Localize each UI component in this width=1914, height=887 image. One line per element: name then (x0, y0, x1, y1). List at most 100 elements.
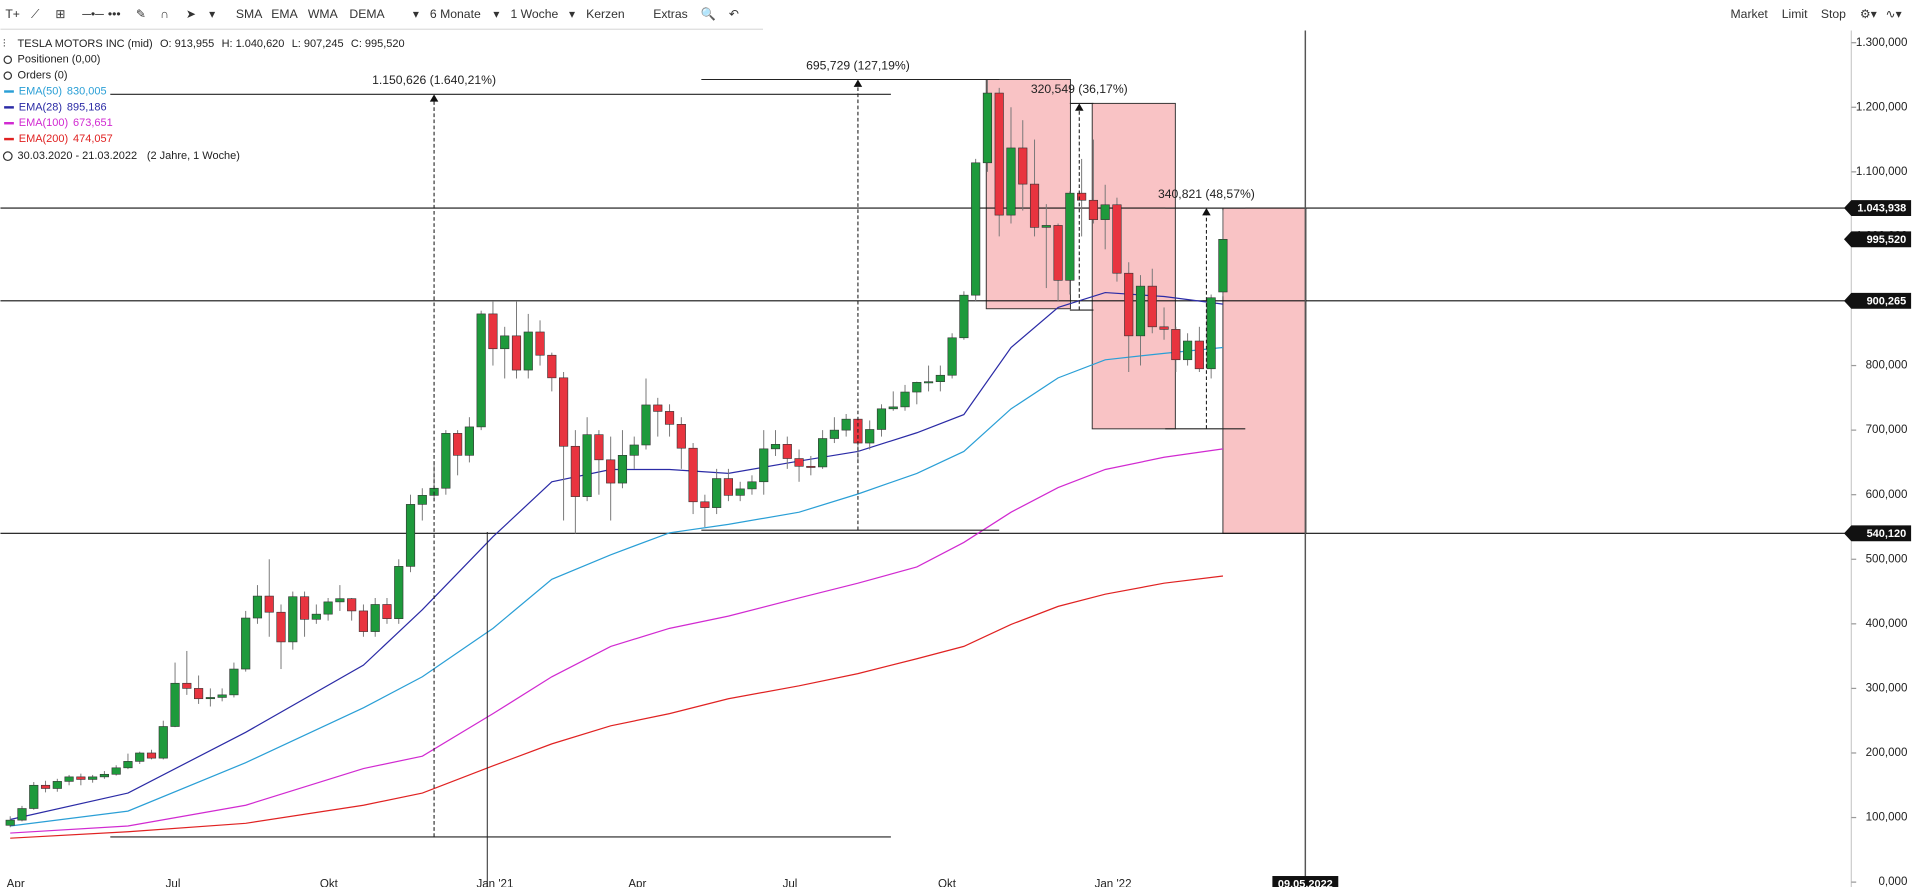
price-badge-label: 540,120 (1867, 528, 1907, 540)
range: 30.03.2020 - 21.03.2022 (18, 150, 138, 162)
candle-body (252, 595, 263, 619)
tool-icon[interactable]: T+ (5, 7, 20, 21)
dropdown[interactable]: ▾ (413, 7, 419, 21)
toolbar-button[interactable]: 1 Woche (510, 7, 558, 21)
candle-body (559, 377, 569, 447)
candle-body (441, 433, 451, 489)
x-tick-label: Jan '21 (476, 879, 513, 887)
ohlc-label: O: 913,955 (160, 38, 214, 50)
candle-body (994, 92, 1004, 216)
toolbar: T+ ⟋ ⊞ ─•─ ••• ✎ ∩ ➤ ▾ ▾ ▾ ▾ 🔍 ↶ ⚙▾ ∿▾ S… (0, 0, 1914, 30)
candle-body (747, 481, 757, 490)
toolbar-button[interactable]: WMA (308, 7, 339, 21)
candle-body (1065, 192, 1075, 281)
candle-body (382, 604, 392, 619)
y-axis: 0,000 100,000 200,000 300,000 400,000 500,000… (7, 37, 1912, 887)
undo-icon[interactable]: ↶ (729, 7, 739, 21)
toolbar-button[interactable]: Kerzen (586, 7, 625, 21)
tool-icon[interactable]: ➤ (186, 7, 196, 21)
settings-icon[interactable]: ⚙▾ (1860, 7, 1877, 21)
candle-body (794, 458, 804, 467)
measure-arrow (1202, 208, 1211, 216)
legend-value: 895,186 (67, 101, 107, 113)
candle-body (1159, 326, 1169, 330)
candle-body (299, 596, 310, 620)
candle-body (818, 438, 828, 468)
candle-body (76, 776, 86, 780)
candle-body (158, 726, 168, 759)
zoom-icon[interactable]: 🔍 (701, 6, 716, 21)
tool-icon[interactable]: ••• (108, 7, 121, 21)
tool-icon[interactable]: ─•─ (81, 7, 104, 21)
legend-value: 673,651 (73, 117, 113, 129)
order-button[interactable]: Market (1731, 7, 1769, 21)
toolbar-button[interactable]: DEMA (349, 7, 385, 21)
order-button[interactable]: Stop (1821, 7, 1846, 21)
candle-body (5, 819, 15, 826)
dropdown[interactable]: ▾ (493, 7, 499, 21)
candle-body (570, 445, 580, 497)
x-tick-label: Jul (166, 879, 181, 887)
zone (1222, 207, 1307, 534)
y-tick-label: 1.100,000 (1856, 166, 1908, 178)
legend-entry: EMA(200) 474,057 (19, 133, 113, 145)
y-tick-label: 0,000 (1878, 876, 1907, 887)
candle-body (629, 444, 639, 456)
toolbar-button[interactable]: Extras (653, 7, 688, 21)
dropdown[interactable]: ▾ (209, 7, 215, 21)
toolbar-button[interactable]: SMA (236, 7, 263, 21)
candle-body (64, 776, 74, 782)
tool-icon[interactable]: ⟋ (31, 7, 40, 21)
candle-body (40, 784, 51, 789)
indicator-icon[interactable]: ∿▾ (1885, 7, 1901, 21)
legend-entry: EMA(50) 830,005 (19, 85, 107, 97)
candle-body (547, 354, 557, 379)
dropdown[interactable]: ▾ (569, 7, 575, 21)
candle-body (182, 682, 192, 689)
toolbar-button[interactable]: 6 Monate (430, 7, 481, 21)
candle-body (982, 92, 993, 164)
candle-body (1147, 285, 1157, 328)
ema-line (10, 575, 1224, 839)
candle-body (229, 668, 239, 696)
tool-icon[interactable]: ⊞ (55, 7, 65, 21)
ema-line (10, 448, 1224, 834)
price-badge-label: 1.043,938 (1857, 203, 1906, 215)
tool-icon[interactable]: ✎ (136, 7, 146, 21)
candle-body (959, 294, 969, 339)
candle-body (241, 617, 251, 670)
candle-body (111, 767, 121, 775)
ohlc-label: H: 1.040,620 (222, 38, 285, 50)
candle-body (1135, 285, 1146, 337)
candle-body (52, 781, 62, 789)
toolbar-bg (0, 0, 1914, 30)
candle-body (1218, 239, 1228, 293)
candle-body (1194, 340, 1204, 370)
candle-body (217, 694, 227, 698)
x-tick-label: Okt (938, 879, 957, 887)
candle-body (888, 406, 898, 410)
candle-body (700, 501, 710, 508)
toolbar-button[interactable]: EMA (271, 7, 298, 21)
legend-name: EMA(200) (19, 133, 68, 145)
measure-label: 695,729 (127,19%) (806, 58, 910, 72)
candle-body (500, 335, 510, 350)
ohlc-label: C: 995,520 (351, 38, 405, 50)
candle-body (417, 495, 427, 505)
order-button[interactable]: Limit (1782, 7, 1808, 21)
measure-arrow (1075, 103, 1084, 111)
candle-body (1100, 204, 1110, 220)
x-tick-label: Jan '22 (1095, 879, 1132, 887)
candle-body (194, 688, 204, 700)
candle-body (782, 444, 792, 459)
price-badge (1844, 525, 1912, 542)
candle-body (806, 465, 816, 468)
legend-name: EMA(100) (19, 117, 68, 129)
tool-icon[interactable]: ∩ (160, 7, 169, 21)
measure-arrow (853, 79, 863, 87)
measure-label: 340,821 (48,57%) (1158, 187, 1255, 201)
x-tick-label: Apr (7, 879, 25, 887)
measure-label: 1.150,626 (1.640,21%) (372, 73, 496, 87)
